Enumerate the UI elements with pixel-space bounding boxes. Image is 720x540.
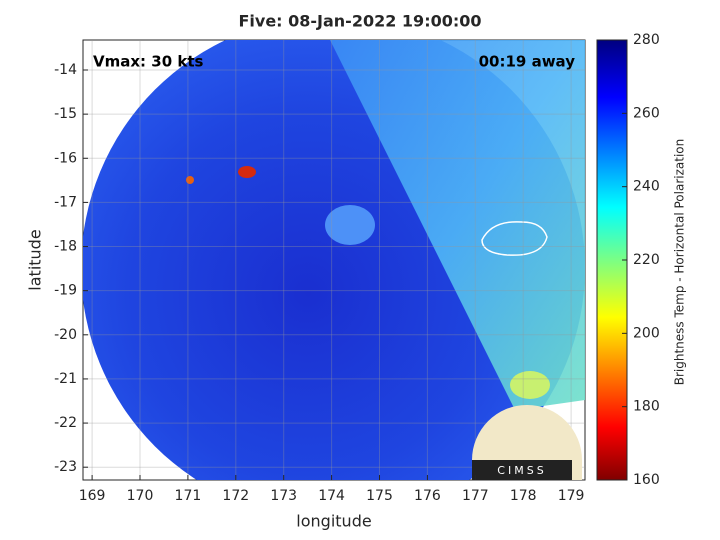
colorbar-tick-label: 160 [633, 472, 660, 488]
colorbar-tick-label: 260 [633, 105, 660, 121]
y-tick-label: -16 [54, 150, 77, 166]
colorbar-tick-label: 240 [633, 179, 660, 195]
grid [83, 40, 585, 480]
y-tick-label: -19 [54, 283, 77, 299]
colorbar-tick-label: 280 [633, 32, 660, 48]
logo-text: CIMSS [497, 464, 546, 477]
x-axis-label: longitude [296, 512, 371, 531]
logo: CIMSS [472, 405, 582, 480]
annotation: Vmax: 30 kts [93, 53, 203, 71]
y-tick-label: -14 [54, 62, 77, 78]
y-tick-label: -18 [54, 239, 77, 255]
y-tick-label: -20 [54, 327, 77, 343]
y-tick-label: -22 [54, 415, 77, 431]
title: Five: 08-Jan-2022 19:00:00 [238, 12, 481, 31]
colorbar-tick-label: 200 [633, 325, 660, 341]
colorbar-label: Brightness Temp - Horizontal Polarizatio… [673, 139, 687, 386]
x-tick-label: 171 [175, 488, 202, 504]
x-tick-label: 174 [318, 488, 345, 504]
x-tick-label: 169 [79, 488, 106, 504]
x-tick-label: 170 [127, 488, 154, 504]
colorbar-tick-label: 220 [633, 252, 660, 268]
x-tick-label: 177 [462, 488, 489, 504]
y-tick-label: -15 [54, 106, 77, 122]
x-tick-label: 178 [510, 488, 537, 504]
colorbar-tick-label: 180 [633, 399, 660, 415]
satellite-image [83, 40, 585, 480]
y-tick-label: -23 [54, 459, 77, 475]
annotation: 00:19 away [479, 53, 576, 71]
y-axis-label: latitude [26, 229, 45, 290]
x-tick-label: 172 [222, 488, 249, 504]
x-tick-label: 179 [558, 488, 585, 504]
x-tick-label: 176 [414, 488, 441, 504]
y-tick-label: -21 [54, 371, 77, 387]
x-tick-label: 175 [366, 488, 393, 504]
x-tick-label: 173 [270, 488, 297, 504]
y-tick-label: -17 [54, 194, 77, 210]
